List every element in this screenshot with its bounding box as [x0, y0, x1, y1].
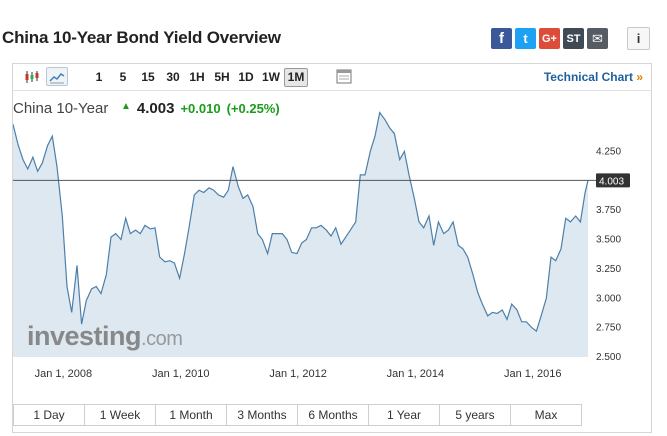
page-title: China 10-Year Bond Yield Overview	[2, 28, 281, 47]
chart-settings-icon[interactable]	[333, 67, 355, 86]
range-6-months[interactable]: 6 Months	[298, 405, 369, 425]
watermark-domain: .com	[141, 328, 183, 350]
period-1d[interactable]: 1D	[238, 70, 254, 84]
x-tick-label: Jan 1, 2016	[504, 368, 562, 380]
price-change-percent: (+0.25%)	[226, 101, 280, 116]
range-1-year[interactable]: 1 Year	[369, 405, 440, 425]
period-15[interactable]: 15	[141, 70, 155, 84]
instrument-name: China 10-Year	[13, 100, 109, 117]
up-arrow-icon: ▲	[121, 101, 131, 112]
price-change: +0.010	[180, 101, 221, 116]
chart-frame: 1 5 15 30 1H 5H 1D 1W 1M Technical Chart…	[12, 63, 652, 433]
last-price-tag	[596, 173, 630, 188]
period-30[interactable]: 30	[166, 70, 180, 84]
y-tick-label: 3.250	[596, 264, 621, 275]
double-chevron-icon: »	[636, 70, 643, 84]
last-price: 4.003	[136, 100, 175, 117]
series-line	[13, 111, 589, 333]
google-plus-icon[interactable]: G+	[539, 28, 560, 49]
range-3-months[interactable]: 3 Months	[227, 405, 298, 425]
period-5h[interactable]: 5H	[214, 70, 230, 84]
period-5[interactable]: 5	[119, 70, 127, 84]
period-1[interactable]: 1	[95, 70, 103, 84]
y-tick-label: 3.500	[596, 235, 621, 246]
y-tick-label: 3.000	[596, 293, 621, 304]
range-selector: 1 Day 1 Week 1 Month 3 Months 6 Months 1…	[13, 404, 582, 426]
stocktwits-icon[interactable]: ST	[563, 28, 584, 49]
series-area	[13, 112, 588, 357]
x-tick-label: Jan 1, 2012	[269, 368, 327, 380]
technical-chart-label: Technical Chart	[543, 70, 633, 84]
y-tick-label: 2.750	[596, 323, 621, 334]
yield-chart[interactable]: 4.2504.0003.7503.5003.2503.0002.7502.500…	[13, 64, 651, 400]
investing-watermark: investing.com	[27, 321, 183, 352]
period-1m[interactable]: 1M	[284, 68, 308, 87]
x-tick-label: Jan 1, 2008	[35, 368, 92, 380]
period-1h[interactable]: 1H	[189, 70, 205, 84]
quote-summary: ▲ 4.003 +0.010 (+0.25%)	[121, 100, 280, 117]
share-buttons: f t G+ ST ✉	[491, 28, 608, 49]
email-icon[interactable]: ✉	[587, 28, 608, 49]
info-icon[interactable]: i	[627, 27, 650, 50]
x-tick-label: Jan 1, 2010	[152, 368, 210, 380]
line-chart-icon[interactable]	[46, 67, 68, 86]
x-tick-label: Jan 1, 2014	[387, 368, 445, 380]
watermark-brand: investing	[27, 321, 142, 351]
candlestick-icon[interactable]	[21, 67, 43, 86]
period-1w[interactable]: 1W	[262, 70, 280, 84]
twitter-icon[interactable]: t	[515, 28, 536, 49]
range-1-week[interactable]: 1 Week	[85, 405, 156, 425]
range-5-years[interactable]: 5 years	[440, 405, 511, 425]
y-tick-label: 3.750	[596, 205, 621, 216]
y-tick-label: 2.500	[596, 352, 621, 363]
chart-toolbar: 1 5 15 30 1H 5H 1D 1W 1M Technical Chart…	[13, 64, 651, 91]
technical-chart-link[interactable]: Technical Chart »	[544, 70, 643, 84]
last-price-label: 4.003	[599, 176, 624, 187]
range-max[interactable]: Max	[511, 405, 581, 425]
facebook-icon[interactable]: f	[491, 28, 512, 49]
range-1-day[interactable]: 1 Day	[14, 405, 85, 425]
range-1-month[interactable]: 1 Month	[156, 405, 227, 425]
y-tick-label: 4.250	[596, 146, 621, 157]
